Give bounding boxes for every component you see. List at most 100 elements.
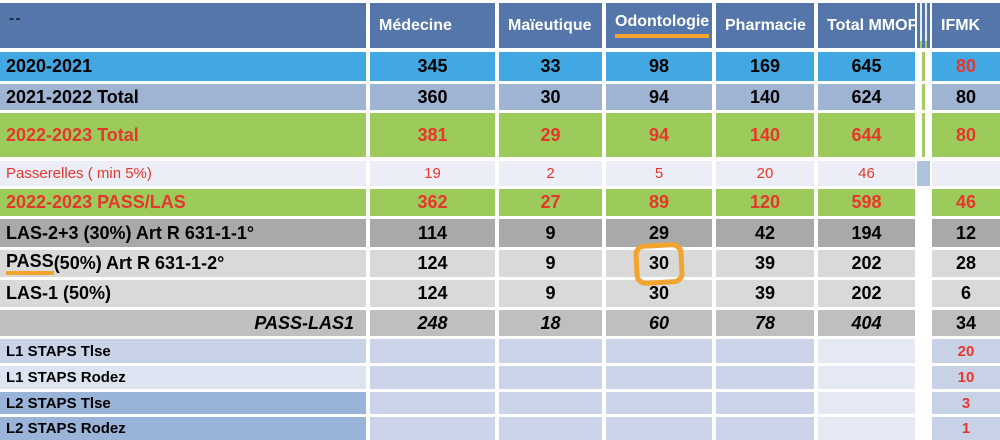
table-row: L1 STAPS Tlse 20 <box>0 339 1000 363</box>
table-row: 2022-2023 PASS/LAS 362 27 89 120 598 46 <box>0 189 1000 216</box>
cell-ifmk: 80 <box>932 84 1000 110</box>
pass-underline-annotation: PASS <box>6 251 54 276</box>
cell-total-mmop: 194 <box>818 219 915 247</box>
separator-cell <box>917 417 930 440</box>
cell-odontologie: 5 <box>606 161 712 186</box>
cell-pharmacie: 140 <box>716 84 814 110</box>
separator-cell <box>917 189 930 216</box>
cell-medecine: 114 <box>370 219 495 247</box>
cell-ifmk: 46 <box>932 189 1000 216</box>
cell-medecine: 360 <box>370 84 495 110</box>
cell-pharmacie: 20 <box>716 161 814 186</box>
row-label: 2022-2023 Total <box>0 113 366 157</box>
column-header-maieutique: Maïeutique <box>499 3 602 48</box>
table-row: L2 STAPS Rodez 1 <box>0 417 1000 440</box>
table-row: LAS-2+3 (30%) Art R 631-1-1° 114 9 29 42 194 1… <box>0 219 1000 247</box>
cell-odontologie: 89 <box>606 189 712 216</box>
cell-maieutique: 27 <box>499 189 602 216</box>
cell-pharmacie <box>716 339 814 363</box>
cell-maieutique: 30 <box>499 84 602 110</box>
cell-ifmk: 10 <box>932 366 1000 389</box>
cell-pharmacie: 39 <box>716 280 814 307</box>
cell-maieutique: 9 <box>499 280 602 307</box>
separator-cell <box>917 339 930 363</box>
cell-total-mmop: 404 <box>818 310 915 336</box>
cell-ifmk: 80 <box>932 52 1000 81</box>
cell-maieutique: 18 <box>499 310 602 336</box>
cell-total-mmop: 202 <box>818 280 915 307</box>
cell-maieutique: 33 <box>499 52 602 81</box>
row-label: 2020-2021 <box>0 52 366 81</box>
row-label: L2 STAPS Rodez <box>0 417 366 440</box>
table-row: L2 STAPS Tlse 3 <box>0 392 1000 414</box>
separator-cell <box>917 113 930 157</box>
cell-ifmk: 6 <box>932 280 1000 307</box>
cell-ifmk <box>932 161 1000 186</box>
column-header-medecine: Médecine <box>370 3 495 48</box>
column-header-ifmk: IFMK <box>932 3 1000 48</box>
cell-medecine: 124 <box>370 280 495 307</box>
cell-maieutique: 29 <box>499 113 602 157</box>
cell-odontologie: 94 <box>606 84 712 110</box>
cell-odontologie <box>606 366 712 389</box>
cell-pharmacie: 78 <box>716 310 814 336</box>
cell-ifmk: 12 <box>932 219 1000 247</box>
cell-odontologie <box>606 392 712 414</box>
cell-maieutique: 9 <box>499 219 602 247</box>
row-label: LAS-1 (50%) <box>0 280 366 307</box>
cell-odontologie: 94 <box>606 113 712 157</box>
column-header-total-mmop: Total MMOP <box>818 3 918 48</box>
separator-cell <box>917 250 930 277</box>
table-row: PASS (50%) Art R 631-1-2° 124 9 30 39 202 28 <box>0 250 1000 277</box>
table-row: L1 STAPS Rodez 10 <box>0 366 1000 389</box>
cell-medecine: 19 <box>370 161 495 186</box>
row-label: L1 STAPS Rodez <box>0 366 366 389</box>
cell-ifmk: 1 <box>932 417 1000 440</box>
separator-cell <box>917 280 930 307</box>
separator-column-header <box>917 3 930 48</box>
header-row: -- Médecine Maïeutique Odontologie Pharmacie… <box>0 3 1000 48</box>
cell-pharmacie <box>716 392 814 414</box>
cell-total-mmop: 624 <box>818 84 915 110</box>
row-label: L1 STAPS Tlse <box>0 339 366 363</box>
column-header-odontologie: Odontologie <box>606 3 712 48</box>
cell-maieutique <box>499 366 602 389</box>
cell-ifmk: 3 <box>932 392 1000 414</box>
row-label: PASS-LAS1 <box>0 310 366 336</box>
row-label: 2022-2023 PASS/LAS <box>0 189 366 216</box>
row-label: L2 STAPS Tlse <box>0 392 366 414</box>
cell-ifmk: 28 <box>932 250 1000 277</box>
cell-maieutique: 9 <box>499 250 602 277</box>
cell-total-mmop: 202 <box>818 250 915 277</box>
cell-odontologie: 60 <box>606 310 712 336</box>
cell-odontologie: 30 <box>606 250 712 277</box>
separator-cell <box>917 161 930 186</box>
cell-ifmk: 34 <box>932 310 1000 336</box>
cell-pharmacie: 39 <box>716 250 814 277</box>
table-row: 2022-2023 Total 381 29 94 140 644 80 <box>0 113 1000 157</box>
separator-cell <box>917 84 930 110</box>
separator-cell <box>917 366 930 389</box>
separator-cell <box>917 52 930 81</box>
cell-medecine: 248 <box>370 310 495 336</box>
cell-pharmacie: 120 <box>716 189 814 216</box>
cell-medecine: 345 <box>370 52 495 81</box>
cell-maieutique <box>499 339 602 363</box>
cell-total-mmop: 644 <box>818 113 915 157</box>
cell-pharmacie: 42 <box>716 219 814 247</box>
circle-annotation: 30 <box>648 253 670 273</box>
cell-maieutique <box>499 392 602 414</box>
cell-medecine <box>370 366 495 389</box>
cell-total-mmop: 645 <box>818 52 915 81</box>
cell-maieutique: 2 <box>499 161 602 186</box>
row-label: 2021-2022 Total <box>0 84 366 110</box>
table-row: 2020-2021 345 33 98 169 645 80 <box>0 52 1000 81</box>
cell-medecine: 362 <box>370 189 495 216</box>
cell-total-mmop <box>818 392 915 414</box>
row-label: Passerelles ( min 5%) <box>0 161 366 186</box>
cell-medecine <box>370 392 495 414</box>
separator-cell <box>917 310 930 336</box>
row-label: LAS-2+3 (30%) Art R 631-1-1° <box>0 219 366 247</box>
cell-odontologie <box>606 339 712 363</box>
